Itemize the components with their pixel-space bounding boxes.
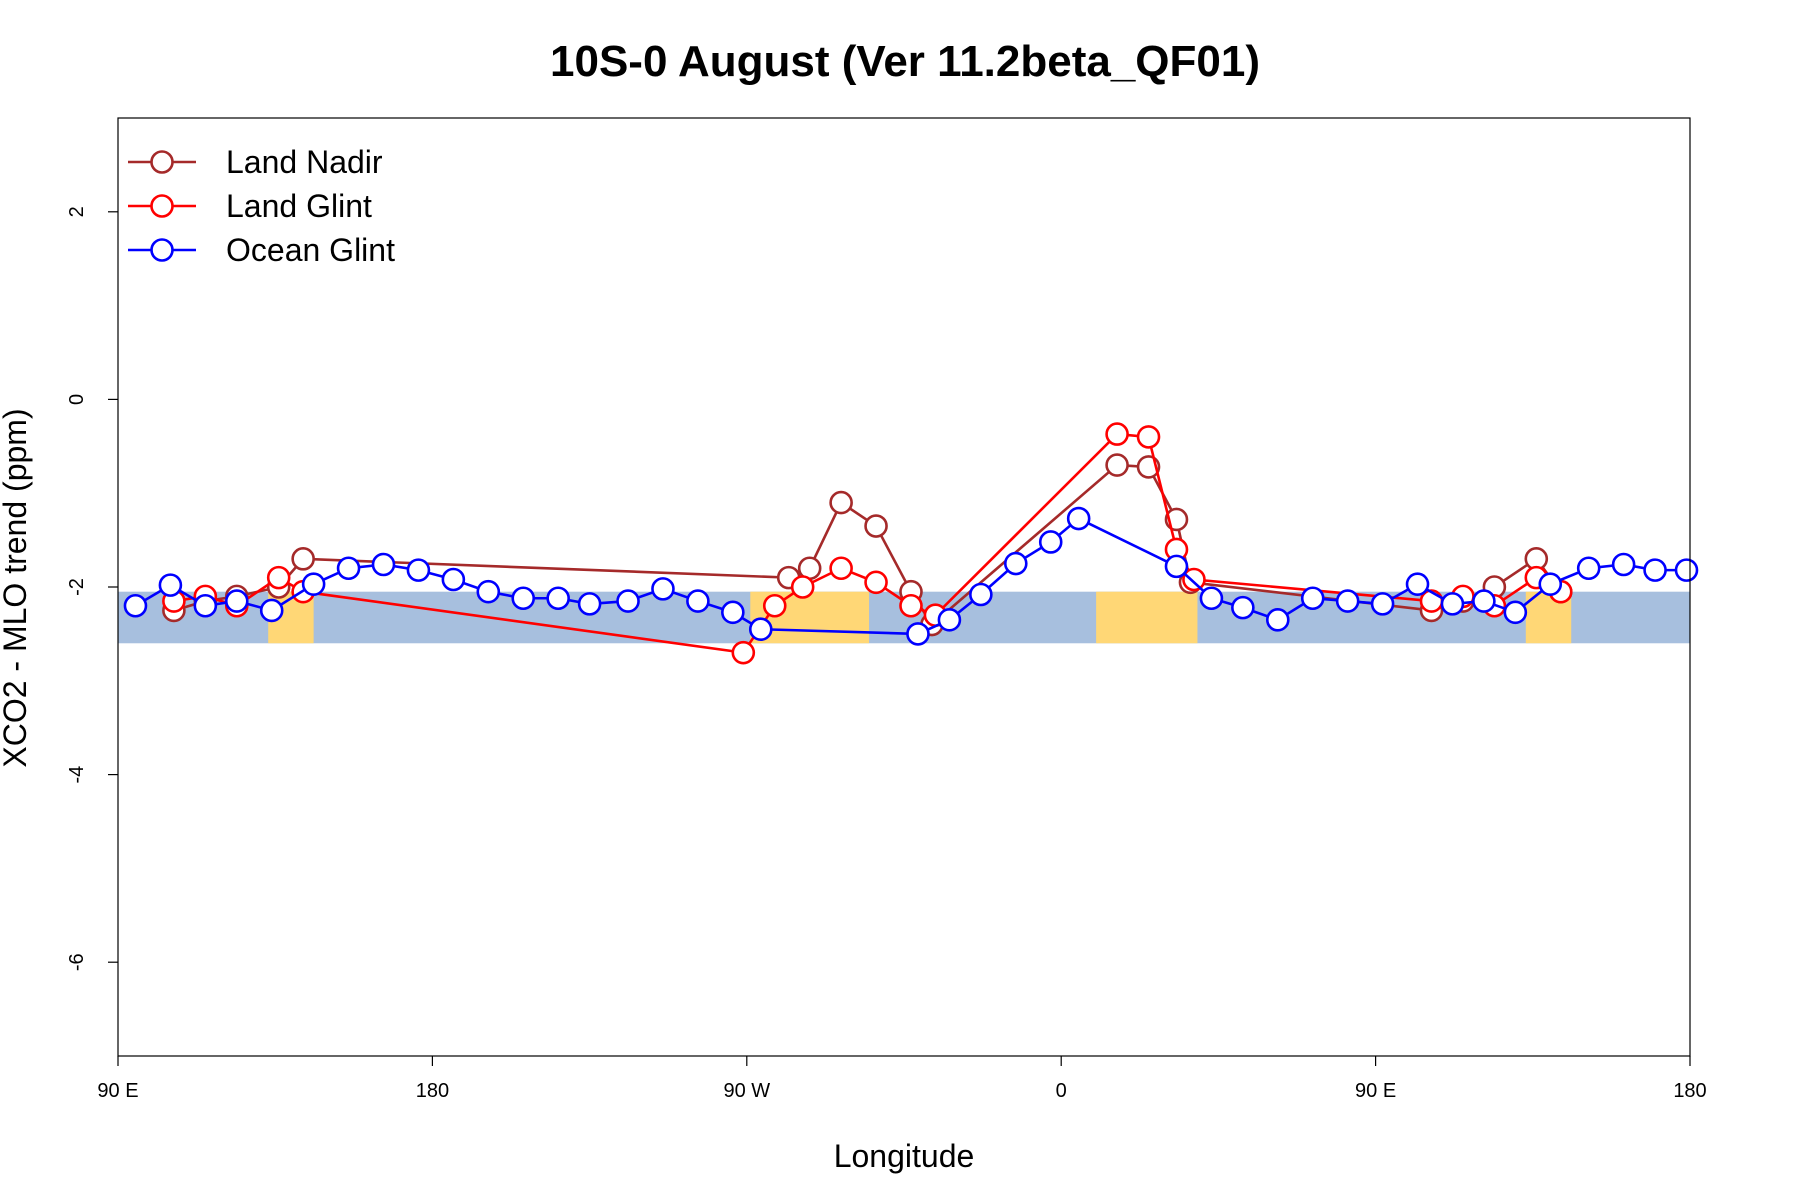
data-point [406,558,431,582]
legend-label: Land Glint [226,188,372,224]
data-point [686,589,710,613]
data-point [1405,572,1430,596]
x-tick-label: 0 [1056,1080,1067,1102]
data-point [1440,592,1465,616]
data-point [1576,556,1601,581]
data-point [651,577,675,601]
y-tick-label: -2 [66,578,88,596]
y-tick-label: -4 [66,766,88,784]
data-point [224,589,249,613]
data-point [748,617,773,642]
data-point [906,622,930,646]
data-point [1199,586,1224,611]
x-tick-label: 90 W [723,1080,770,1102]
x-axis-label: Longitude [834,1138,975,1174]
data-point [829,490,853,515]
data-point [864,570,888,595]
data-point [731,640,756,665]
x-tick-label: 180 [416,1080,449,1102]
data-point [721,600,745,625]
series-ocean-glint [123,506,1699,646]
data-point [301,572,326,596]
data-point [476,579,501,604]
data-point [1003,551,1028,576]
data-point [1105,422,1129,446]
x-tick-label: 90 E [97,1080,138,1102]
legend-swatch-marker [150,150,174,174]
data-point [123,593,148,618]
data-point [1038,530,1063,554]
data-point [577,592,602,616]
data-point [1300,586,1325,611]
legend-item: Land Nadir [128,144,383,180]
y-tick-label: -6 [66,953,88,971]
data-point [1136,425,1161,449]
data-point [193,593,218,618]
data-point [266,565,291,590]
land-patch [1096,591,1198,644]
data-point [937,608,962,632]
data-point [1164,554,1189,579]
data-point [829,556,853,581]
y-tick-label: 0 [66,394,88,405]
data-point [371,552,396,577]
data-point [1370,592,1395,616]
legend-label: Land Nadir [226,144,383,180]
data-point [336,556,361,581]
data-point [1538,572,1563,596]
data-point [1182,567,1206,592]
data-point [899,593,923,618]
series-layer [123,422,1699,665]
data-point [546,586,570,611]
data-point [1335,589,1360,613]
legend-item: Ocean Glint [128,232,395,268]
legend-swatch-marker [150,194,174,218]
chart-title: 10S-0 August (Ver 11.2beta_QF01) [550,37,1260,86]
data-point [1674,558,1699,582]
x-tick-label: 90 E [1355,1080,1396,1102]
x-tick-label: 180 [1673,1080,1706,1102]
data-point [1472,589,1496,613]
data-point [1643,558,1667,582]
data-point [1265,608,1290,632]
data-point [969,582,993,607]
data-point [616,589,640,613]
data-point [790,575,815,599]
data-point [1231,595,1255,620]
data-point [259,598,284,623]
y-tick-label: 2 [66,206,88,217]
data-point [1611,552,1636,577]
data-point [1105,453,1129,477]
data-point [864,514,888,538]
legend: Land Nadir Land Glint Ocean Glint [128,144,395,268]
data-point [1503,600,1528,625]
data-point [441,567,466,592]
legend-item: Land Glint [128,188,372,224]
y-axis-label: XCO2 - MLO trend (ppm) [0,408,33,767]
data-point [762,593,787,618]
data-point [511,586,536,611]
axes-layer: 90 E 180 90 W 0 90 E 180 2 0 -2 -4 -6 [66,206,1707,1102]
data-point [291,547,315,571]
legend-swatch-marker [150,238,174,262]
legend-label: Ocean Glint [226,232,395,268]
data-point [158,573,183,597]
data-point [1066,506,1091,531]
